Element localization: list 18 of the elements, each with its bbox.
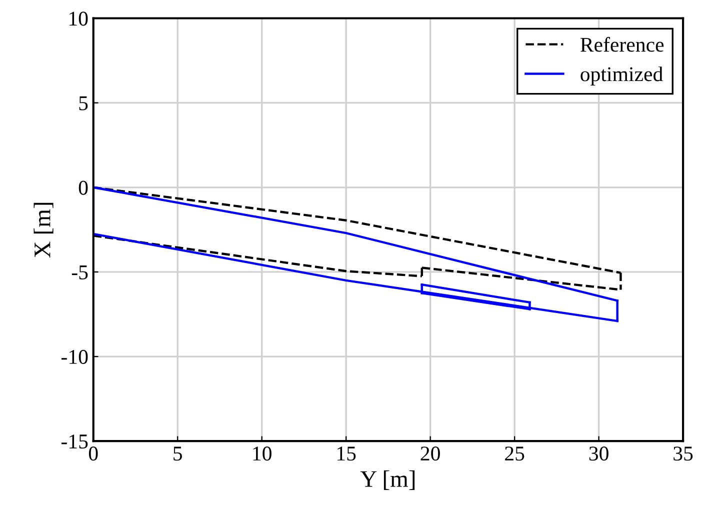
x-axis-title: Y [m]	[360, 470, 415, 490]
y-tick-label: 10	[70, 12, 88, 26]
x-tick-label: 35	[674, 446, 693, 461]
x-tick-label: 30	[589, 446, 608, 461]
x-tick-label: 15	[338, 446, 356, 461]
y-tick-label: -5	[72, 266, 88, 280]
x-tick-label: 20	[420, 446, 440, 461]
y-tick-label: 5	[79, 96, 88, 110]
x-tick-label: 0	[88, 446, 98, 461]
y-tick-label: 0	[78, 180, 88, 195]
y-tick-label: -10	[62, 350, 88, 364]
legend-label: optimized	[580, 66, 663, 86]
legend-label: Reference	[580, 36, 664, 52]
x-tick-label: 5	[174, 446, 182, 461]
y-tick-label: -15	[62, 434, 88, 449]
x-tick-label: 10	[253, 446, 272, 461]
x-tick-label: 25	[505, 446, 524, 461]
y-axis-title: X [m]	[34, 202, 54, 258]
